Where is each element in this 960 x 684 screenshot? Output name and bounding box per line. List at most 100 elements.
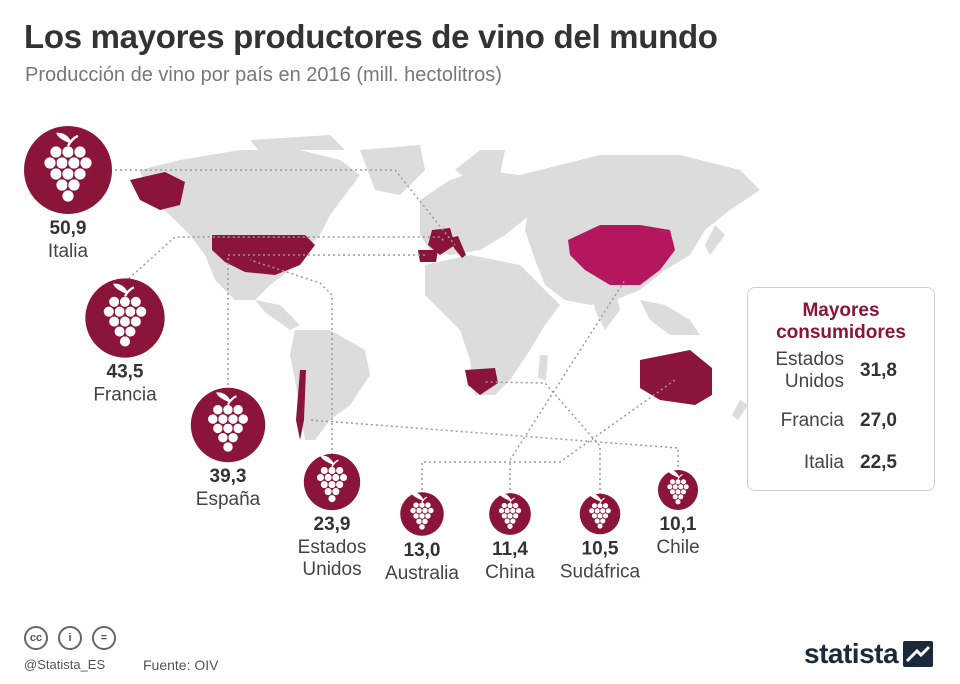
- grape-berry: [503, 517, 511, 525]
- producer-name: España: [196, 489, 261, 510]
- leader-lines: [110, 169, 679, 495]
- map-central-america: [255, 300, 300, 330]
- producer-value: 13,0: [404, 540, 441, 561]
- grape-berry: [327, 494, 337, 503]
- grape-berry: [418, 501, 426, 509]
- grape-stem: [588, 492, 605, 504]
- leader-line: [309, 419, 679, 472]
- leader-line: [484, 381, 601, 495]
- grape-berry: [118, 295, 132, 308]
- grape-berry: [108, 295, 121, 308]
- grape-stem: [666, 468, 683, 480]
- producer-value: 10,5: [582, 538, 619, 559]
- grape-berry: [79, 156, 93, 170]
- grape-berry: [113, 305, 126, 318]
- map-australia: [640, 350, 712, 405]
- consumers-row: Francia 27,0: [748, 410, 934, 460]
- chart-title: Los mayores productores de vino del mund…: [24, 18, 718, 55]
- consumers-title: Mayores consumidores: [776, 300, 906, 343]
- leader-line: [249, 259, 333, 455]
- grape-berry: [331, 487, 341, 496]
- grape-berry: [669, 478, 676, 485]
- grape-berry: [680, 488, 687, 495]
- grape-berry: [212, 422, 224, 435]
- grape-berry: [129, 295, 142, 308]
- grape-berry: [108, 315, 121, 328]
- grape-berry: [596, 522, 604, 530]
- grape-berry: [335, 480, 345, 489]
- grape-berry: [118, 335, 132, 348]
- grape-berry: [49, 145, 63, 159]
- grape-berry: [212, 404, 224, 416]
- grape-berry: [506, 523, 514, 530]
- grape-berry: [217, 431, 229, 444]
- grape-berry: [672, 483, 679, 490]
- map-spain: [418, 250, 438, 262]
- consumers-row: Estados Unidos 31,8: [748, 348, 934, 398]
- consumers-value: 22,5: [860, 452, 897, 473]
- grape-berry: [501, 512, 508, 520]
- grape-berry: [594, 517, 601, 525]
- cc-icon: cc: [24, 626, 48, 650]
- grape-berry: [327, 466, 337, 475]
- grape-berry: [418, 512, 426, 520]
- map-new-zealand: [732, 400, 748, 420]
- map-africa: [425, 255, 560, 395]
- grape-berry: [102, 305, 115, 318]
- grape-berry: [683, 483, 690, 490]
- statista-logo-icon: [903, 641, 933, 667]
- producer-value: 39,3: [210, 466, 247, 487]
- map-alaska: [130, 172, 185, 210]
- grape-berry: [67, 178, 81, 192]
- grape-stem: [216, 392, 237, 406]
- consumers-country: Italia: [803, 452, 844, 473]
- grape-berry: [124, 325, 137, 338]
- grape-stem: [56, 132, 79, 147]
- grape-berry: [509, 507, 517, 514]
- grape-berry: [674, 498, 682, 505]
- grape-berry: [61, 167, 75, 181]
- grape-berry: [415, 518, 423, 525]
- grape-berry: [61, 189, 75, 203]
- grape-berry: [506, 512, 514, 520]
- grape-berry: [67, 156, 81, 170]
- grape-berry: [424, 501, 432, 509]
- grape-berry: [427, 507, 435, 514]
- map-india: [590, 280, 620, 330]
- grape-berry: [512, 502, 519, 509]
- producer-value: 11,4: [492, 539, 528, 560]
- grape-berry: [605, 507, 612, 514]
- map-france: [428, 228, 455, 255]
- grape-berry: [498, 507, 505, 514]
- producer-name: Chile: [656, 537, 699, 558]
- consumers-value: 31,8: [860, 360, 897, 381]
- grape-stem: [498, 492, 515, 503]
- leader-line: [509, 279, 626, 495]
- consumers-value: 27,0: [860, 410, 897, 431]
- grape-berry: [227, 431, 239, 444]
- grape-berry: [415, 507, 423, 514]
- grape-berry: [316, 473, 325, 482]
- grape-berry: [421, 518, 429, 525]
- grape-berry: [232, 404, 244, 416]
- grape-berry: [331, 473, 341, 482]
- grape-berry: [327, 480, 337, 489]
- map-china: [568, 225, 675, 285]
- map-southeast-asia: [640, 300, 700, 335]
- producer-name: Unidos: [302, 559, 361, 580]
- grape-stem: [410, 491, 428, 503]
- grape-berry: [596, 502, 604, 509]
- grape-berry: [227, 413, 239, 425]
- grape-stem: [320, 455, 339, 467]
- grape-berry: [43, 156, 57, 170]
- grape-berry: [594, 507, 601, 514]
- grape-berry: [335, 466, 345, 475]
- grape-berry: [323, 487, 333, 496]
